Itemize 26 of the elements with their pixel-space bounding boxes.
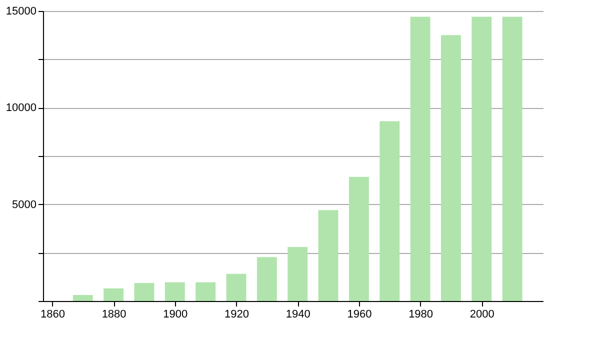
bar xyxy=(104,288,124,301)
x-tick-label: 1960 xyxy=(347,308,372,320)
y-tick-label: 10000 xyxy=(6,102,36,114)
bar xyxy=(256,257,277,301)
x-tick-label: 2000 xyxy=(470,308,494,320)
bar xyxy=(134,283,154,301)
bar xyxy=(288,247,308,301)
x-tick-label: 1920 xyxy=(224,308,249,320)
bar xyxy=(441,35,461,301)
bar xyxy=(410,16,430,301)
bar xyxy=(196,282,216,301)
bar xyxy=(502,16,522,301)
bar xyxy=(472,16,492,301)
bar xyxy=(318,210,338,301)
x-tick-label: 1980 xyxy=(408,308,434,320)
bar xyxy=(72,295,93,301)
x-tick-label: 1940 xyxy=(286,308,310,320)
x-tick-label: 1880 xyxy=(102,308,126,320)
y-tick-label: 5000 xyxy=(12,198,36,211)
y-tick-label: 15000 xyxy=(6,6,36,18)
bar xyxy=(380,121,400,301)
x-tick-label: 1900 xyxy=(163,308,188,320)
bar xyxy=(164,282,185,301)
bar xyxy=(226,274,246,301)
bar xyxy=(348,176,369,301)
x-tick-label: 1860 xyxy=(40,308,65,320)
